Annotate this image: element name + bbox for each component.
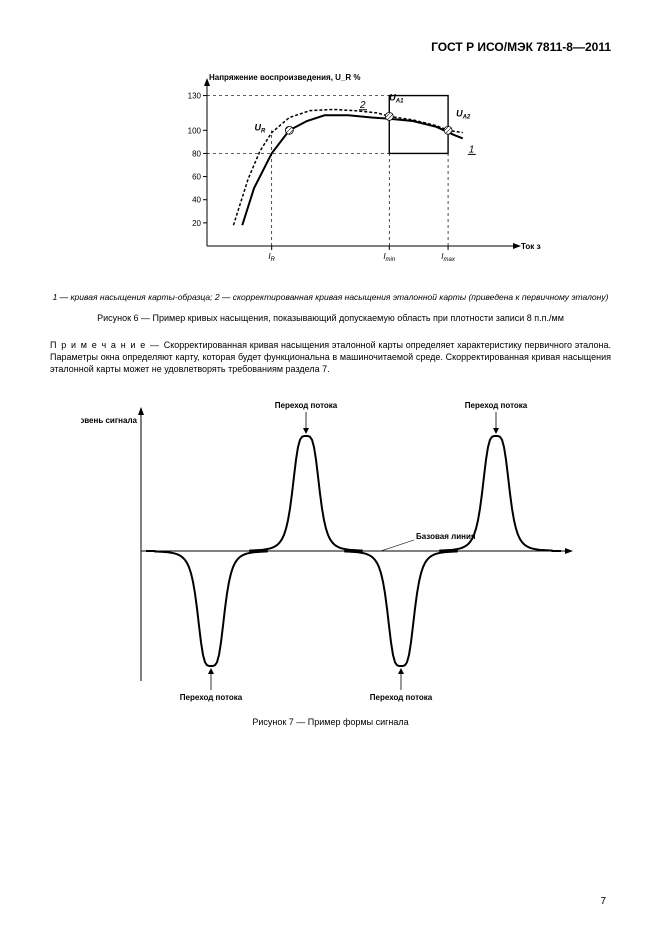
svg-text:Переход потока: Переход потока — [179, 693, 242, 702]
legend-text: 1 — кривая насыщения карты-образца; 2 — … — [53, 292, 609, 302]
svg-text:1: 1 — [468, 144, 474, 155]
svg-text:Переход потока: Переход потока — [464, 401, 527, 410]
saturation-chart: 20 40 60 80 100 130 IR Imin Imax 1 2 UR UA1 UA2 Напряж… — [121, 66, 541, 286]
svg-text:Базовая линия: Базовая линия — [416, 532, 476, 541]
svg-text:20: 20 — [192, 218, 201, 227]
svg-text:Переход потока: Переход потока — [274, 401, 337, 410]
svg-text:60: 60 — [192, 172, 201, 181]
svg-text:Imax: Imax — [441, 252, 456, 263]
fig6-legend: 1 — кривая насыщения карты-образца; 2 — … — [50, 292, 611, 303]
svg-text:UA2: UA2 — [456, 108, 471, 120]
svg-text:80: 80 — [192, 149, 201, 158]
svg-text:40: 40 — [192, 195, 201, 204]
fig7-title: Рисунок 7 — Пример формы сигнала — [50, 717, 611, 729]
waveform-chart: Уровень сигнала Базовая линия Переход пото… — [81, 391, 581, 711]
note-prefix: П р и м е ч а н и е — — [50, 340, 164, 350]
svg-text:UR: UR — [254, 122, 266, 134]
svg-text:Напряжение воспроизведения, U_: Напряжение воспроизведения, U_R % — [209, 73, 360, 82]
note-paragraph: П р и м е ч а н и е — Скорректированная … — [50, 340, 611, 375]
svg-text:100: 100 — [187, 126, 201, 135]
svg-text:UA1: UA1 — [389, 92, 404, 104]
svg-text:Ток записи: Ток записи — [521, 242, 541, 251]
page-number: 7 — [600, 895, 606, 908]
doc-header: ГОСТ Р ИСО/МЭК 7811-8—2011 — [50, 40, 611, 56]
svg-text:Переход потока: Переход потока — [369, 693, 432, 702]
svg-text:2: 2 — [359, 99, 366, 110]
svg-text:Уровень сигнала: Уровень сигнала — [81, 416, 138, 425]
svg-text:IR: IR — [268, 252, 275, 263]
svg-text:Imin: Imin — [383, 252, 396, 263]
svg-text:130: 130 — [187, 91, 201, 100]
fig6-title: Рисунок 6 — Пример кривых насыщения, пок… — [50, 313, 611, 325]
